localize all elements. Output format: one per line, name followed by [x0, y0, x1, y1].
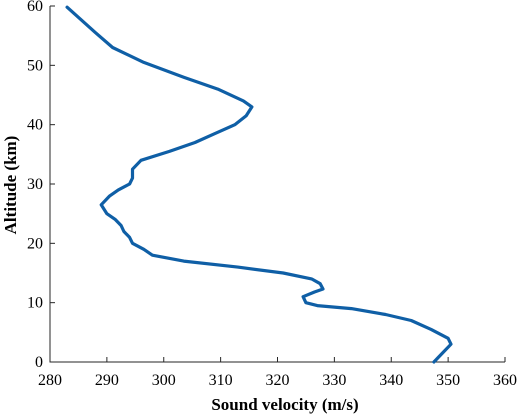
x-tick-label: 300 [152, 372, 176, 389]
y-tick-label: 30 [27, 176, 43, 193]
x-tick-label: 340 [379, 372, 403, 389]
axis-frame [49, 6, 505, 363]
x-axis-label: Sound velocity (m/s) [211, 395, 358, 414]
y-axis-ticks: 0 10 20 30 40 50 60 [27, 0, 55, 371]
x-tick-label: 330 [322, 372, 346, 389]
y-tick-label: 10 [27, 295, 43, 312]
x-tick-label: 310 [209, 372, 233, 389]
y-axis-label: Altitude (km) [1, 136, 20, 235]
x-tick-label: 360 [493, 372, 517, 389]
y-tick-label: 40 [27, 117, 43, 134]
x-tick-label: 350 [436, 372, 460, 389]
y-tick-label: 50 [27, 57, 43, 74]
x-tick-label: 280 [38, 372, 62, 389]
x-tick-label: 290 [95, 372, 119, 389]
y-tick-label: 60 [27, 0, 43, 15]
sound-velocity-profile-line [65, 5, 453, 364]
y-tick-label: 20 [27, 235, 43, 252]
x-axis-ticks: 280 290 300 310 320 330 340 350 360 [38, 357, 517, 389]
y-tick-label: 0 [35, 354, 43, 371]
plot-area: 280 290 300 310 320 330 340 350 360 0 10 20 30 40 50 6… [27, 0, 517, 389]
x-tick-label: 320 [266, 372, 290, 389]
